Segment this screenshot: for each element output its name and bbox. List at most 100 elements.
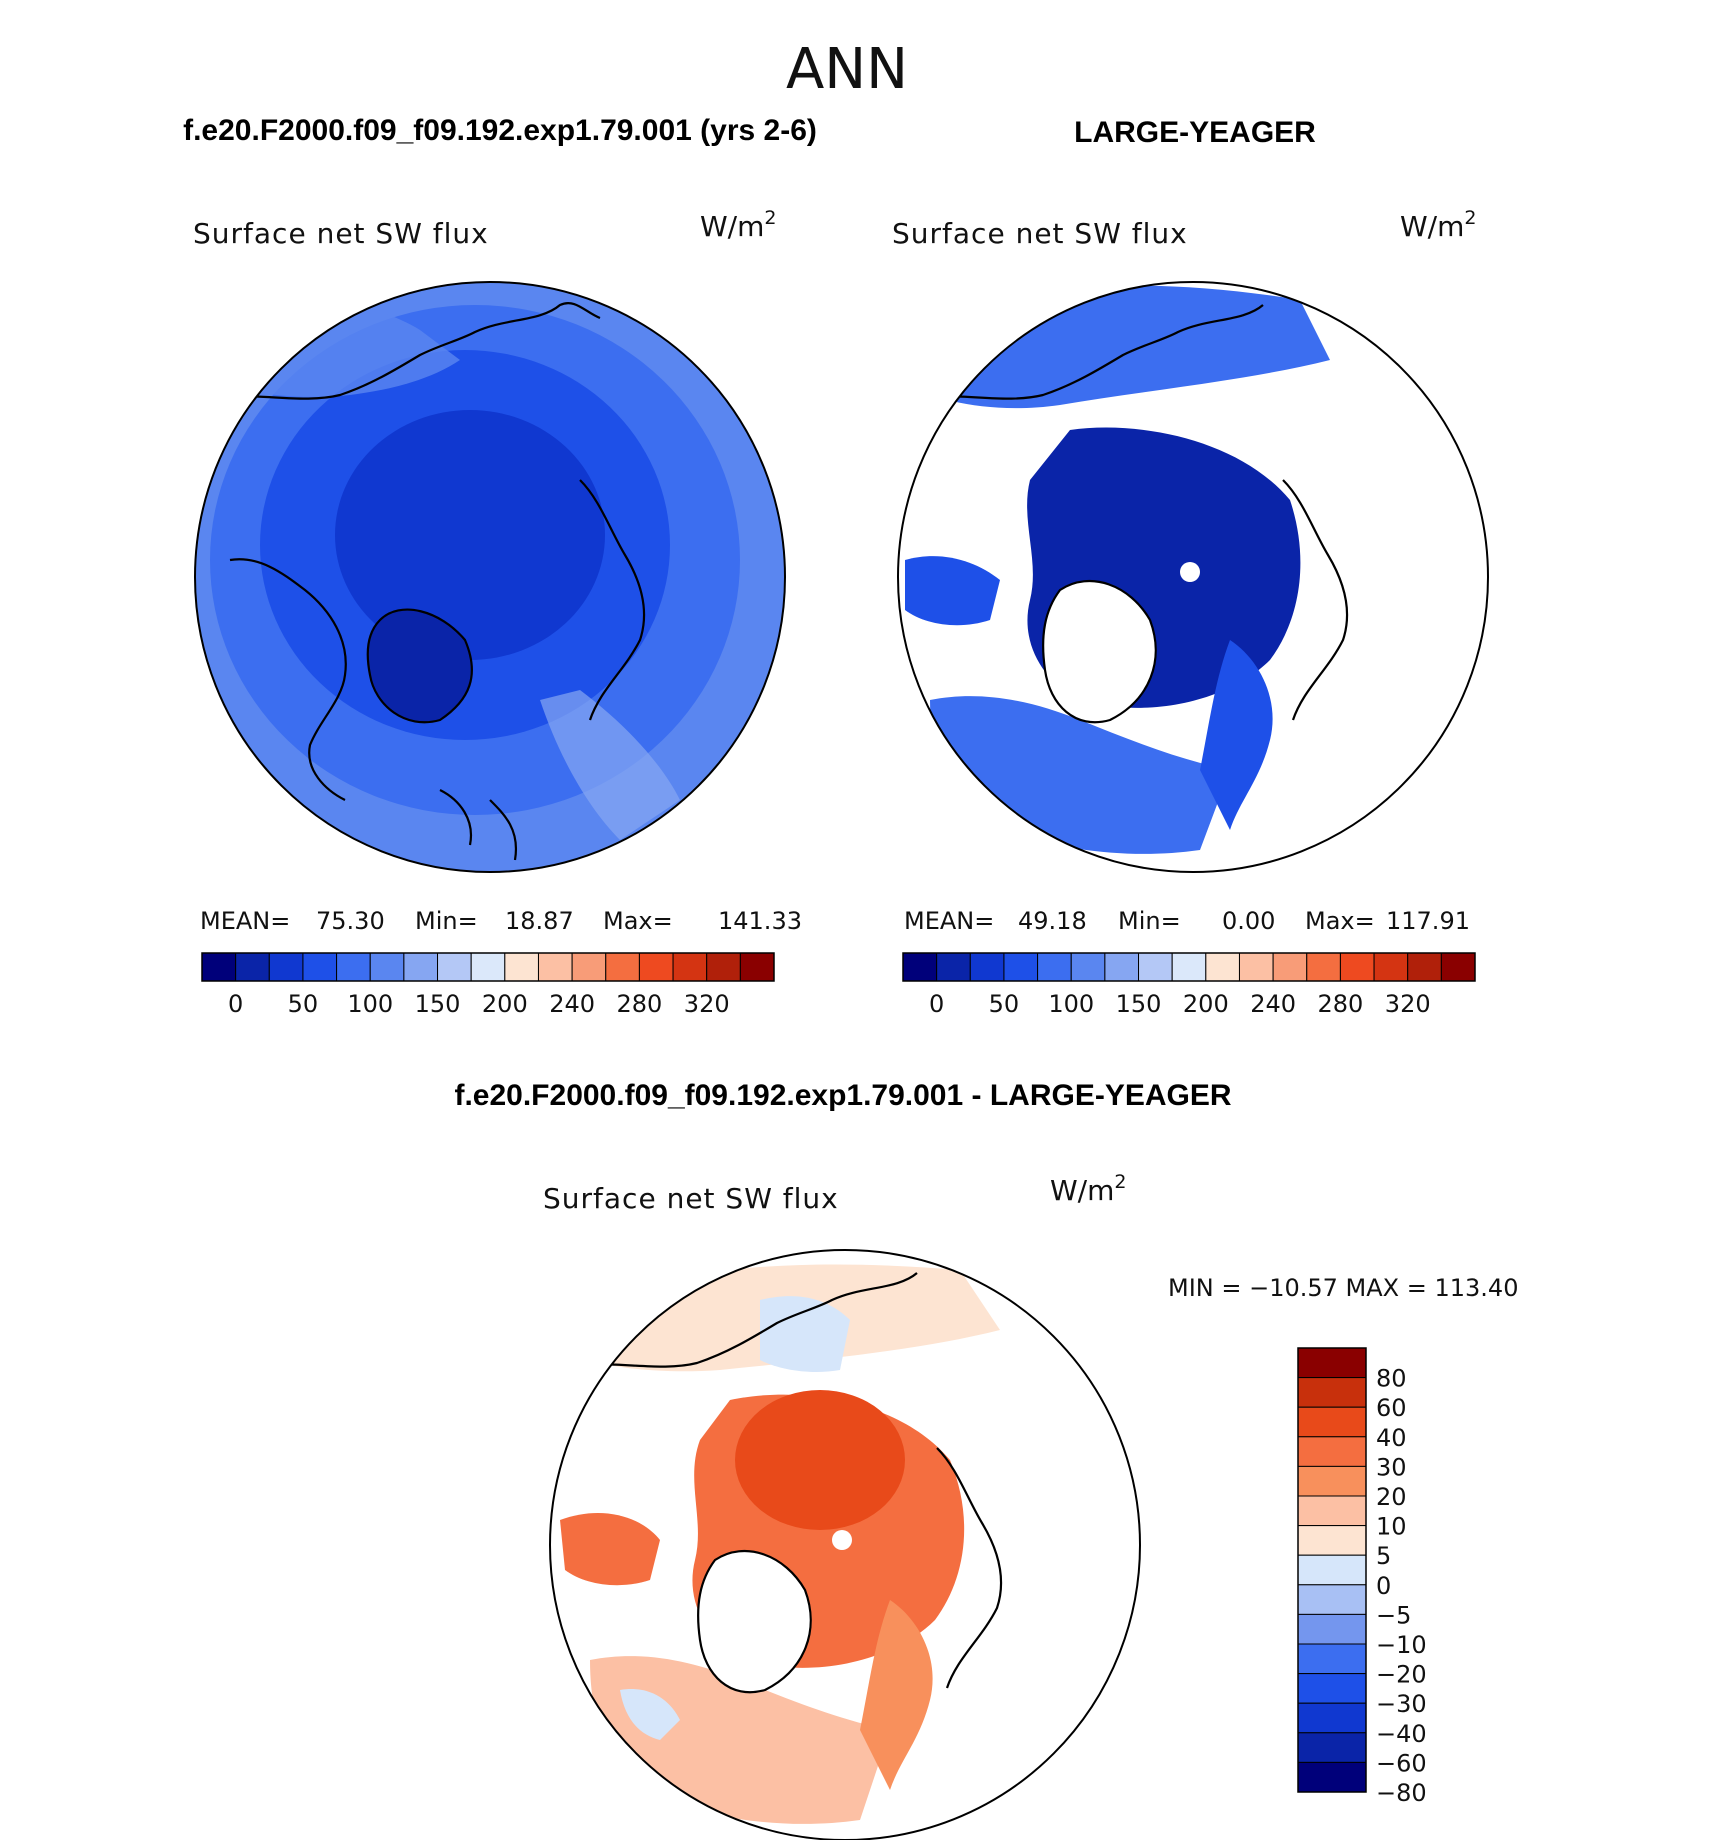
- right-max-value: 117.91: [1386, 907, 1470, 935]
- left-min-value: 18.87: [505, 907, 574, 935]
- left-colorbar-box: [638, 952, 674, 982]
- left-colorbar-box: [504, 952, 539, 982]
- left-map-frame: [194, 281, 786, 873]
- diff-colorbar-outline: [1297, 1347, 1367, 1793]
- diff-map-bering-band: [760, 1296, 850, 1372]
- diff-map-frame: [549, 1249, 1141, 1840]
- left-colorbar-tick-label: 320: [684, 990, 730, 1018]
- left-case-title: f.e20.F2000.f09_f09.192.exp1.79.001 (yrs…: [183, 114, 817, 147]
- left-colorbar-box: [201, 952, 237, 982]
- left-colorbar-tick-label: 280: [617, 990, 663, 1018]
- right-colorbar-tick-label: 240: [1250, 990, 1296, 1018]
- right-panel: Surface net SW flux W/m2 MEAN= 49.18 Min…: [892, 207, 1489, 1018]
- right-colorbar-box: [1238, 952, 1274, 982]
- diff-colorbar-box: [1297, 1554, 1367, 1586]
- diff-colorbar-tick-label: 0: [1376, 1572, 1391, 1600]
- diff-colorbar-tick-label: 60: [1376, 1394, 1407, 1422]
- right-map-coastline-greenland: [1042, 580, 1157, 724]
- diff-colorbar-box: [1297, 1732, 1367, 1763]
- left-colorbar-box: [605, 952, 640, 982]
- right-max-label: Max=: [1305, 907, 1375, 935]
- left-colorbar-tick-label: 200: [482, 990, 528, 1018]
- right-colorbar-box: [1205, 952, 1240, 982]
- right-case-title: LARGE-YEAGER: [1074, 116, 1316, 149]
- left-map-pole-band: [335, 410, 605, 660]
- diff-colorbar-box: [1297, 1613, 1367, 1645]
- left-panel-units: W/m2: [700, 207, 777, 243]
- diff-colorbar-box: [1297, 1347, 1367, 1379]
- left-map: [195, 282, 785, 872]
- difference-title: f.e20.F2000.f09_f09.192.exp1.79.001 - LA…: [454, 1079, 1231, 1112]
- left-map-greenland: [367, 609, 472, 723]
- left-colorbar-box: [571, 952, 607, 982]
- diff-colorbar-tick-label: −30: [1376, 1690, 1427, 1718]
- diff-map-coastline-greenland: [697, 1550, 812, 1694]
- diff-colorbar-box: [1297, 1436, 1367, 1467]
- right-panel-variable: Surface net SW flux: [892, 217, 1188, 250]
- right-map-hudson: [905, 556, 1000, 626]
- diff-colorbar-tick-label: −80: [1376, 1779, 1427, 1807]
- left-panel: Surface net SW flux W/m2 MEAN= 75.30 Min…: [193, 207, 802, 1018]
- right-colorbar-tick-label: 280: [1318, 990, 1364, 1018]
- right-min-label: Min=: [1118, 907, 1181, 935]
- right-mean-value: 49.18: [1018, 907, 1087, 935]
- diff-colorbar-box: [1297, 1495, 1367, 1527]
- left-colorbar-tick-label: 150: [415, 990, 461, 1018]
- diff-colorbar-tick-label: −5: [1376, 1601, 1411, 1629]
- right-colorbar-box: [1171, 952, 1207, 982]
- diff-colorbar-tick-label: −20: [1376, 1661, 1427, 1689]
- right-colorbar-box: [1003, 952, 1039, 982]
- diff-colorbar-tick-label: −40: [1376, 1720, 1427, 1748]
- right-colorbar-box: [1373, 952, 1409, 982]
- diff-colorbar-box: [1297, 1673, 1367, 1704]
- right-colorbar-box: [1272, 952, 1308, 982]
- left-max-label: Max=: [603, 907, 673, 935]
- left-colorbar-box: [706, 952, 741, 982]
- diff-map-pole-max: [735, 1390, 905, 1530]
- right-colorbar-tick-label: 100: [1048, 990, 1094, 1018]
- left-colorbar-box: [403, 952, 439, 982]
- diff-colorbar-tick-label: 30: [1376, 1453, 1407, 1481]
- diff-colorbar-tick-label: 40: [1376, 1424, 1407, 1452]
- right-colorbar-box: [902, 952, 938, 982]
- diff-colorbar-box: [1297, 1702, 1367, 1734]
- right-map-frame: [897, 281, 1489, 873]
- right-map-pole-marker: [1180, 562, 1200, 582]
- left-colorbar-box: [268, 952, 304, 982]
- diff-colorbar-box: [1297, 1584, 1367, 1615]
- left-colorbar-box: [470, 952, 506, 982]
- left-colorbar-box: [537, 952, 573, 982]
- left-map-coastline-north-america: [229, 558, 347, 801]
- diff-colorbar-box: [1297, 1406, 1367, 1438]
- left-map-coastline-eurasia: [214, 302, 601, 402]
- right-colorbar-box: [1440, 952, 1476, 982]
- right-map-coastline-eurasia: [917, 304, 1264, 402]
- left-colorbar-box: [336, 952, 371, 982]
- right-colorbar-box: [1138, 952, 1173, 982]
- right-mean-label: MEAN=: [904, 907, 994, 935]
- diff-map-coastline-eurasia: [571, 1272, 918, 1370]
- right-map-norwegian-sea: [1200, 640, 1273, 830]
- diff-panel-units: W/m2: [1050, 1171, 1127, 1207]
- left-mean-label: MEAN=: [200, 907, 290, 935]
- right-colorbar-box: [1070, 952, 1106, 982]
- left-colorbar-box: [235, 952, 270, 982]
- diff-panel-variable: Surface net SW flux: [543, 1182, 839, 1215]
- diff-colorbar-box: [1297, 1465, 1367, 1497]
- right-colorbar-box: [936, 952, 971, 982]
- right-colorbar: 0 50 100 150 200 240 280 320: [902, 952, 1476, 1018]
- diff-map-greenland: [698, 1551, 811, 1693]
- right-colorbar-outline: [902, 952, 1476, 982]
- right-colorbar-box: [1104, 952, 1140, 982]
- left-colorbar-box: [672, 952, 708, 982]
- right-map-greenland: [1043, 581, 1156, 723]
- diff-colorbar-tick-label: 80: [1376, 1365, 1407, 1393]
- left-colorbar-box: [739, 952, 775, 982]
- figure-title: ANN: [786, 37, 908, 102]
- right-colorbar-tick-label: 320: [1385, 990, 1431, 1018]
- right-colorbar-tick-label: 150: [1116, 990, 1162, 1018]
- diff-map-hudson: [560, 1512, 660, 1586]
- left-colorbar-tick-label: 100: [347, 990, 393, 1018]
- left-max-value: 141.33: [718, 907, 802, 935]
